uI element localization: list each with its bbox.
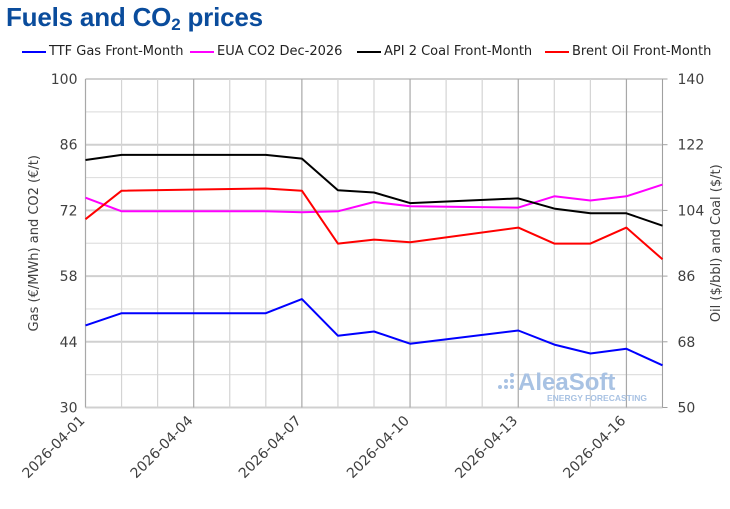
y-tick-label: 86	[60, 138, 78, 154]
y2-axis-title: Oil ($/bbl) and Coal ($/t)	[709, 164, 724, 322]
y-tick-label: 44	[60, 335, 78, 351]
title-suffix: prices	[180, 2, 263, 32]
legend-item-api2-coal[interactable]: API 2 Coal Front-Month	[357, 44, 532, 59]
series-line-eua-co2-dec-2026	[85, 183, 663, 214]
legend-label: Brent Oil Front-Month	[572, 44, 712, 59]
x-tick-label: 2026-04-04	[128, 413, 197, 482]
series-lines	[84, 153, 664, 367]
x-tick-label: 2026-04-07	[236, 413, 305, 482]
legend-item-eua-co2[interactable]: EUA CO2 Dec-2026	[190, 44, 342, 59]
legend-item-brent-oil[interactable]: Brent Oil Front-Month	[545, 44, 711, 59]
watermark: AleaSoft ENERGY FORECASTING	[498, 369, 647, 403]
y2-tick-label: 68	[678, 335, 696, 351]
watermark-brand: AleaSoft	[518, 369, 615, 396]
y2-tick-label: 104	[678, 203, 705, 219]
series-line-brent-oil-front-month	[84, 187, 664, 261]
title-subscript: 2	[171, 15, 181, 34]
x-tick-label: 2026-04-01	[19, 413, 88, 482]
x-tick-label: 2026-04-13	[452, 413, 521, 482]
legend-swatch-brent-oil	[545, 50, 569, 53]
x-tick-label: 2026-04-16	[560, 413, 629, 482]
chart-title: Fuels and CO2 prices	[6, 2, 263, 33]
legend-swatch-eua-co2	[190, 50, 214, 53]
y2-tick-label: 140	[678, 72, 705, 88]
legend-swatch-api2-coal	[357, 50, 381, 53]
watermark-tagline: ENERGY FORECASTING	[547, 393, 647, 403]
y-tick-label: 100	[51, 72, 78, 88]
legend-label: EUA CO2 Dec-2026	[217, 44, 343, 59]
legend: TTF Gas Front-Month EUA CO2 Dec-2026 API…	[0, 44, 730, 66]
legend-item-ttf-gas[interactable]: TTF Gas Front-Month	[22, 44, 184, 59]
y2-tick-label: 86	[678, 269, 696, 285]
y-tick-label: 58	[60, 269, 78, 285]
series-line-ttf-gas-front-month	[85, 298, 663, 367]
legend-label: API 2 Coal Front-Month	[384, 44, 533, 59]
x-tick-label: 2026-04-10	[344, 413, 413, 482]
y2-tick-label: 50	[678, 401, 696, 417]
legend-label: TTF Gas Front-Month	[49, 44, 184, 59]
y-tick-label: 72	[60, 203, 78, 219]
legend-swatch-ttf-gas	[22, 50, 46, 53]
axes	[662, 78, 668, 408]
title-main: Fuels and CO	[6, 2, 172, 32]
y-tick-label: 30	[60, 401, 78, 417]
aleasoft-logo-icon	[498, 373, 514, 389]
series-line-api-2-coal-front-month	[85, 153, 663, 227]
y-axis-title: Gas (€/MWh) and CO2 (€/t)	[27, 155, 42, 331]
y2-tick-label: 122	[678, 138, 705, 154]
